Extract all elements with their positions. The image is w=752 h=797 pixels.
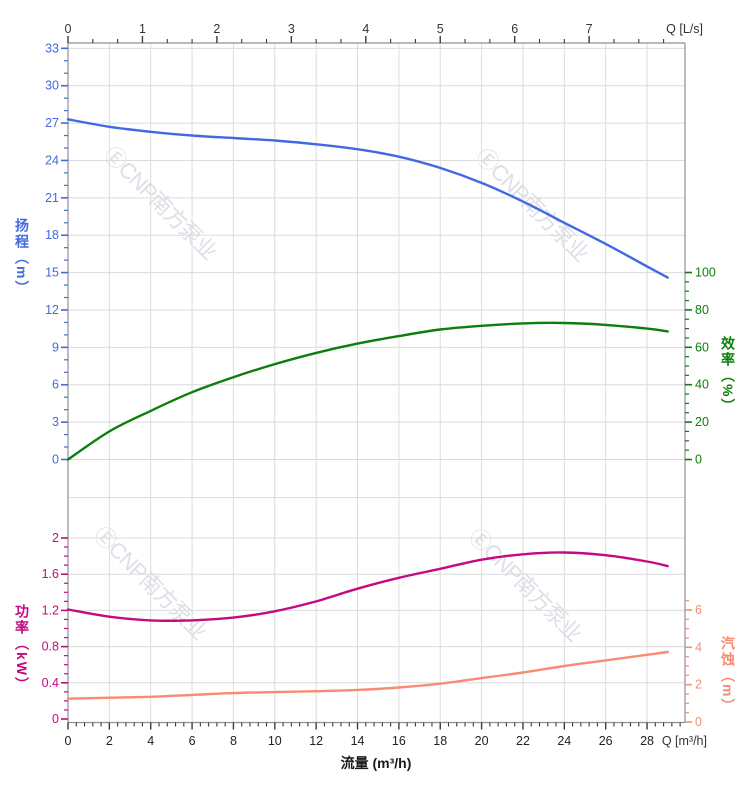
bottom-axis-tick-label: 10 — [268, 734, 282, 748]
power-tick-label: 2 — [52, 531, 59, 545]
bottom-axis-tick-label: 0 — [65, 734, 72, 748]
bottom-axis-tick-label: 24 — [557, 734, 571, 748]
power-curve — [66, 551, 669, 622]
efficiency-tick-label: 40 — [695, 378, 709, 392]
bottom-axis-tick-label: 26 — [599, 734, 613, 748]
tick-labels: 0 1 2 3 4 5 6 70 2 4 6 8 10 12 14 16 18 20 22 24 26 280369121… — [42, 22, 716, 748]
head-tick-label: 12 — [45, 303, 59, 317]
head-tick-label: 15 — [45, 266, 59, 280]
bottom-axis-tick-label: 28 — [640, 734, 654, 748]
head-curve — [66, 118, 669, 279]
npsh-axis-title: 汽蚀（m） — [720, 636, 736, 715]
power-tick-label: 0.8 — [42, 640, 59, 654]
bottom-axis-tick-label: 6 — [189, 734, 196, 748]
head-tick-label: 24 — [45, 153, 59, 167]
head-tick-label: 21 — [45, 191, 59, 205]
bottom-axis-tick-label: 2 — [106, 734, 113, 748]
top-axis-tick-label: 7 — [586, 22, 593, 36]
efficiency-tick-label: 20 — [695, 415, 709, 429]
top-axis-tick-label: 4 — [362, 22, 369, 36]
bottom-axis-tick-label: 4 — [147, 734, 154, 748]
bottom-axis-tick-label: 20 — [475, 734, 489, 748]
bottom-axis-tick-label: 18 — [433, 734, 447, 748]
axis-ticks — [61, 36, 692, 730]
efficiency-tick-label: 0 — [695, 453, 702, 467]
curves — [66, 118, 669, 700]
power-tick-label: 1.6 — [42, 567, 59, 581]
power-tick-label: 1.2 — [42, 603, 59, 617]
power-tick-label: 0.4 — [42, 676, 59, 690]
npsh-tick-label: 6 — [695, 603, 702, 617]
npsh-tick-label: 2 — [695, 678, 702, 692]
head-tick-label: 18 — [45, 228, 59, 242]
efficiency-tick-label: 100 — [695, 266, 716, 280]
npsh-curve — [66, 650, 669, 700]
head-tick-label: 33 — [45, 41, 59, 55]
head-tick-label: 0 — [52, 453, 59, 467]
top-axis-tick-label: 1 — [139, 22, 146, 36]
bottom-axis-tick-label: 12 — [309, 734, 323, 748]
grid-lines — [68, 43, 685, 723]
power-tick-label: 0 — [52, 712, 59, 726]
npsh-tick-label: 0 — [695, 715, 702, 729]
bottom-axis-tick-label: 8 — [230, 734, 237, 748]
top-axis-tick-label: 6 — [511, 22, 518, 36]
top-axis-tick-label: 5 — [437, 22, 444, 36]
head-tick-label: 30 — [45, 79, 59, 93]
npsh-tick-label: 4 — [695, 640, 702, 654]
top-axis-tick-label: 0 — [65, 22, 72, 36]
bottom-axis-tick-label: 14 — [351, 734, 365, 748]
head-tick-label: 27 — [45, 116, 59, 130]
efficiency-tick-label: 60 — [695, 340, 709, 354]
power-axis-title: 功率（kW） — [14, 604, 30, 693]
efficiency-curve — [66, 321, 669, 461]
bottom-axis-tick-label: 16 — [392, 734, 406, 748]
head-tick-label: 6 — [52, 378, 59, 392]
bottom-axis-tick-label: 22 — [516, 734, 530, 748]
head-tick-label: 9 — [52, 340, 59, 354]
efficiency-axis-title: 效率（%） — [720, 336, 736, 415]
bottom-axis-unit-label: Q [m³/h] — [662, 734, 707, 748]
efficiency-tick-label: 80 — [695, 303, 709, 317]
head-axis-title: 扬程（m） — [14, 218, 30, 297]
top-axis-unit-label: Q [L/s] — [666, 22, 703, 36]
top-axis-tick-label: 2 — [213, 22, 220, 36]
top-axis-tick-label: 3 — [288, 22, 295, 36]
head-tick-label: 3 — [52, 415, 59, 429]
flow-axis-title: 流量 (m³/h) — [340, 755, 412, 771]
